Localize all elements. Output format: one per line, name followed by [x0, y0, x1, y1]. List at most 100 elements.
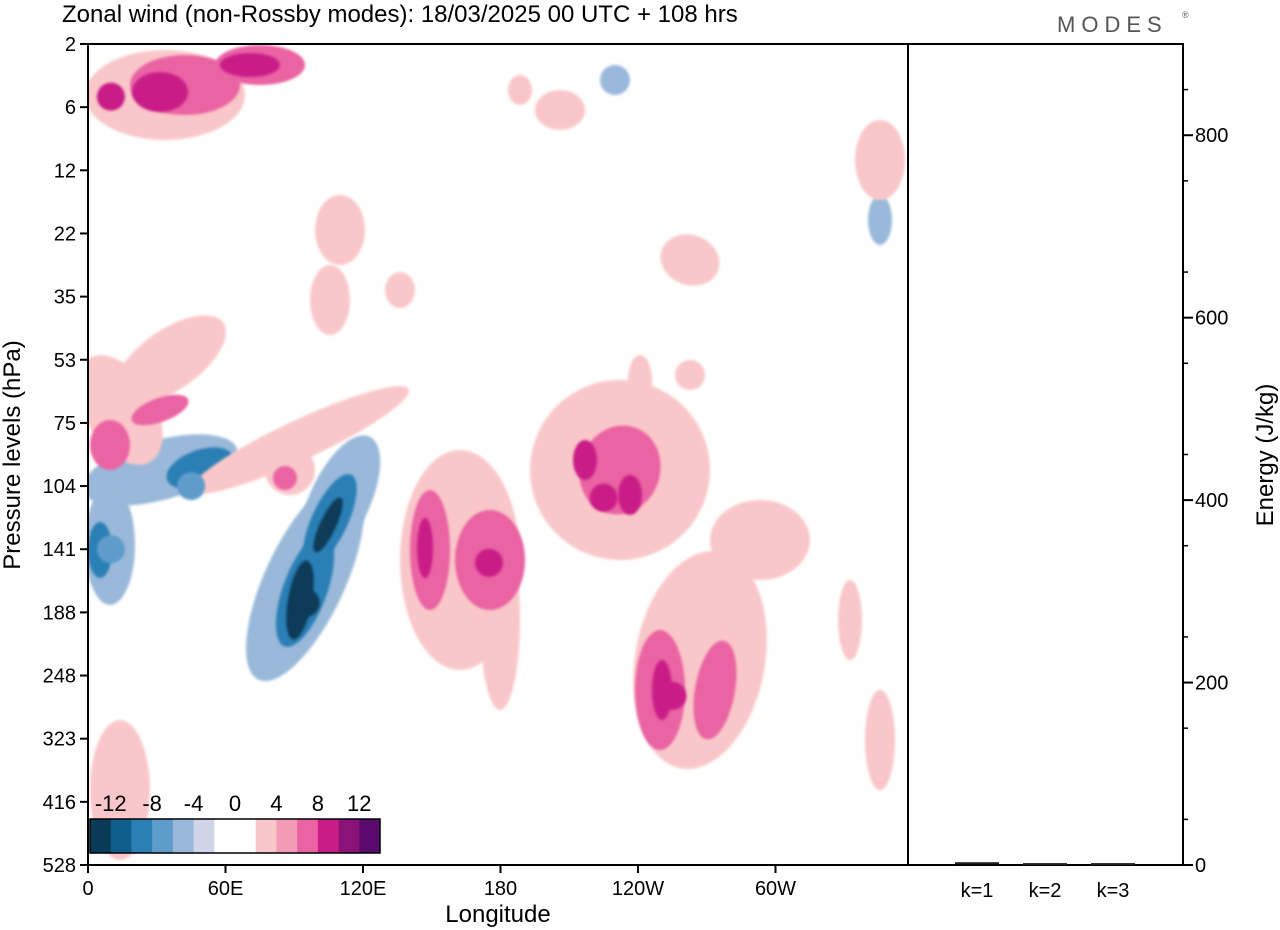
westerly-contour — [660, 234, 720, 286]
colorbar-swatch — [276, 819, 298, 853]
colorbar: -12 -8 -4 0 4 8 12 — [89, 791, 381, 854]
easterly-contour — [405, 405, 475, 455]
easterly-contour — [291, 588, 320, 617]
energy-tick-label: 400 — [1195, 490, 1228, 512]
colorbar-label: 12 — [347, 791, 371, 816]
easterly-contour — [550, 650, 590, 770]
colorbar-swatch — [255, 819, 277, 853]
y-tick-label: 2 — [65, 34, 76, 56]
colorbar-label: -8 — [142, 791, 162, 816]
easterly-contour — [177, 472, 206, 501]
colorbar-swatch — [359, 819, 381, 853]
energy-tick-label: 200 — [1195, 673, 1228, 695]
y-tick-label: 141 — [43, 539, 76, 561]
energy-tick-label: 800 — [1195, 125, 1228, 147]
westerly-contour — [385, 272, 415, 308]
easterly-contour — [810, 230, 850, 310]
y-tick-label: 35 — [54, 287, 76, 309]
x-axis-label: Longitude — [445, 901, 550, 928]
westerly-contour — [658, 681, 687, 710]
westerly-contour — [710, 500, 810, 580]
energy-category-label: k=2 — [1029, 880, 1062, 902]
westerly-contour — [273, 466, 297, 490]
colorbar-swatch — [235, 819, 257, 853]
y-axis-label: Pressure levels (hPa) — [0, 340, 26, 569]
y-tick-label: 188 — [43, 602, 76, 624]
colorbar-label: -4 — [184, 791, 204, 816]
colorbar-label: -12 — [95, 791, 127, 816]
easterly-contour — [313, 497, 343, 553]
x-tick-label: 120E — [340, 878, 387, 900]
westerly-contour — [855, 120, 905, 200]
colorbar-swatch — [214, 819, 236, 853]
easterly-contour — [96, 535, 125, 564]
colorbar-swatch — [317, 819, 340, 853]
easterly-contour — [765, 325, 835, 415]
y-tick-label: 248 — [43, 666, 76, 688]
bar-panel-frame — [907, 43, 1184, 866]
westerly-contour — [132, 72, 188, 112]
colorbar-swatch — [152, 819, 174, 853]
y-axis: 2 6 12 22 35 53 75 104 141 188 248 323 416 528 — [43, 34, 88, 877]
westerly-contour — [865, 690, 895, 790]
y-tick-label: 528 — [43, 855, 76, 877]
easterly-contour — [337, 540, 423, 860]
westerly-contour — [508, 75, 532, 105]
westerly-contour — [535, 90, 585, 130]
y-tick-label: 416 — [43, 792, 76, 814]
westerly-contour — [90, 420, 130, 470]
colorbar-frame — [89, 818, 381, 854]
energy-bar-k1 — [955, 862, 999, 865]
energy-tick-label: 0 — [1195, 855, 1206, 877]
westerly-contour — [573, 440, 597, 480]
x-tick-label: 60W — [755, 878, 796, 900]
heatmap-field — [88, 45, 905, 860]
colorbar-swatch — [297, 819, 319, 853]
y-tick-label: 12 — [54, 160, 76, 182]
colorbar-swatch — [110, 819, 132, 853]
westerly-contour — [589, 483, 618, 512]
westerly-contour — [190, 386, 410, 494]
energy-category-label: k=1 — [961, 880, 994, 902]
westerly-contour — [675, 360, 705, 390]
westerly-contour — [220, 53, 280, 77]
y-tick-label: 75 — [54, 413, 76, 435]
easterly-contour — [868, 195, 892, 245]
x-tick-label: 0 — [82, 878, 93, 900]
easterly-contour — [300, 70, 420, 150]
chart-title: Zonal wind (non-Rossby modes): 18/03/202… — [62, 1, 738, 28]
westerly-contour — [96, 82, 125, 111]
x-axis: 0 60E 120E 180 120W 60W — [82, 865, 796, 900]
easterly-contour — [430, 60, 510, 140]
x-tick-label: 180 — [484, 878, 517, 900]
colorbar-label: 4 — [270, 791, 282, 816]
bar-y-axis: 0 200 400 600 800 — [1183, 88, 1228, 877]
energy-tick-label: 600 — [1195, 308, 1228, 330]
y-tick-label: 6 — [65, 97, 76, 119]
westerly-contour — [475, 548, 504, 577]
colorbar-label: 0 — [229, 791, 241, 816]
westerly-contour — [618, 475, 642, 515]
brand-logo: MODES — [1057, 12, 1168, 37]
westerly-contour — [114, 315, 226, 405]
energy-bar-k3 — [1091, 863, 1135, 866]
westerly-contour — [628, 355, 652, 405]
y-tick-label: 53 — [54, 350, 76, 372]
energy-bar-panel: k=1 k=2 k=3 0 200 400 600 800 — [907, 43, 1228, 902]
energy-axis-label: Energy (J/kg) — [1252, 384, 1279, 527]
westerly-contour — [310, 265, 350, 335]
westerly-contour — [693, 640, 737, 740]
easterly-contour — [600, 65, 630, 95]
energy-bar-k2 — [1023, 863, 1067, 866]
easterly-contour — [480, 283, 560, 307]
colorbar-swatch — [90, 819, 112, 853]
easterly-contour — [790, 55, 890, 105]
colorbar-label: 8 — [312, 791, 324, 816]
x-tick-label: 120W — [612, 878, 664, 900]
colorbar-swatch — [193, 819, 215, 853]
heatmap-panel: 0 60E 120E 180 120W 60W 2 6 12 22 35 53 75 104 141 188… — [43, 34, 909, 900]
colorbar-swatch — [172, 819, 195, 853]
westerly-contour — [838, 580, 862, 660]
y-tick-label: 104 — [43, 476, 76, 498]
